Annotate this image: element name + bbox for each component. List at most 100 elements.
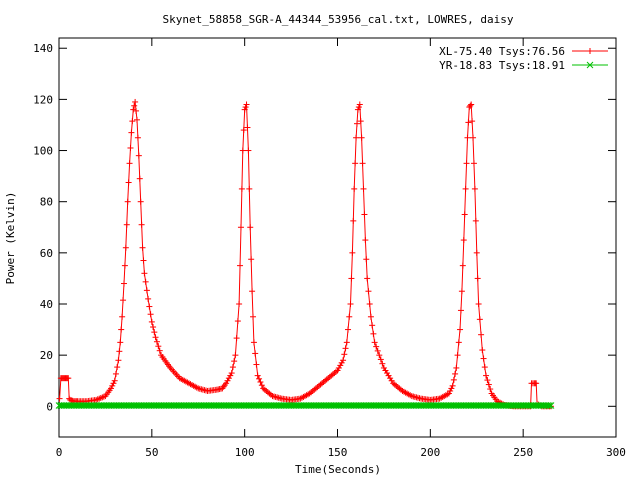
data-point	[137, 198, 144, 205]
data-point	[452, 370, 459, 377]
x-tick-label: 300	[606, 446, 626, 459]
data-point	[140, 257, 147, 264]
data-point	[237, 262, 244, 269]
x-tick-label: 250	[513, 446, 533, 459]
data-point	[461, 211, 468, 218]
data-point	[254, 372, 261, 379]
data-point	[156, 347, 163, 354]
data-point	[155, 343, 162, 350]
data-point	[133, 116, 140, 123]
data-point	[471, 185, 478, 192]
data-point	[356, 101, 363, 108]
y-tick-label: 80	[40, 196, 53, 209]
data-point	[228, 370, 235, 377]
data-point	[457, 326, 464, 333]
data-point	[245, 147, 252, 154]
data-point	[354, 106, 361, 113]
data-point	[455, 339, 462, 346]
legend-marker	[587, 48, 593, 54]
data-point	[365, 288, 372, 295]
x-tick-label: 0	[56, 446, 63, 459]
data-point	[65, 375, 72, 382]
data-point	[138, 221, 145, 228]
data-point	[448, 385, 455, 392]
data-point	[233, 335, 240, 342]
data-point	[479, 347, 486, 354]
data-point	[224, 377, 231, 384]
data-point	[258, 382, 265, 389]
data-point	[133, 107, 140, 114]
data-point	[110, 380, 117, 387]
data-point	[247, 224, 254, 231]
data-point	[533, 380, 540, 387]
data-point	[367, 313, 374, 320]
data-point	[467, 102, 474, 109]
data-point	[131, 102, 138, 109]
data-point	[487, 386, 494, 393]
data-point	[114, 364, 121, 371]
data-point	[376, 352, 383, 359]
legend-label: YR-18.83 Tsys:18.91	[439, 59, 565, 72]
data-point	[547, 402, 555, 409]
data-point	[126, 160, 133, 167]
x-axis: 0 50 100 150 200 250 300	[56, 38, 626, 459]
data-point	[337, 362, 344, 369]
data-point	[343, 339, 350, 346]
data-point	[349, 249, 356, 256]
data-point	[250, 313, 257, 320]
data-point	[475, 301, 482, 307]
data-point	[116, 348, 123, 355]
data-point	[453, 364, 460, 371]
data-point	[151, 329, 158, 336]
data-point	[459, 262, 466, 269]
data-point	[463, 160, 470, 167]
x-tick-label: 200	[420, 446, 440, 459]
data-point	[348, 275, 355, 282]
data-point	[449, 382, 456, 389]
data-point	[345, 326, 352, 333]
data-point	[379, 360, 386, 367]
data-point	[135, 152, 142, 159]
data-point	[470, 160, 477, 167]
data-point	[241, 106, 248, 113]
series-0	[56, 98, 555, 410]
data-point	[468, 101, 475, 108]
data-point	[118, 326, 125, 333]
x-tick-label: 100	[235, 446, 255, 459]
data-point	[357, 118, 364, 125]
data-point	[119, 313, 126, 320]
data-point	[148, 318, 155, 325]
legend-marker	[586, 61, 594, 69]
data-point	[469, 118, 476, 125]
data-point	[132, 98, 139, 105]
data-point	[447, 387, 454, 394]
data-point	[476, 316, 483, 323]
data-point	[130, 106, 137, 113]
data-point	[134, 134, 141, 141]
data-point	[472, 217, 479, 224]
data-point	[112, 370, 119, 377]
data-point	[350, 217, 357, 224]
data-point	[361, 211, 368, 218]
data-point	[370, 330, 377, 337]
data-point	[243, 101, 250, 108]
data-point	[143, 287, 150, 294]
data-point	[359, 160, 366, 167]
data-point	[117, 339, 124, 346]
data-point	[141, 270, 148, 277]
data-point	[244, 124, 251, 131]
x-axis-label: Time(Seconds)	[295, 463, 381, 476]
data-point	[56, 395, 63, 402]
data-point	[545, 402, 553, 409]
data-point	[335, 364, 342, 371]
data-point	[252, 350, 259, 357]
data-point	[146, 303, 153, 310]
data-point	[253, 361, 260, 368]
data-point	[457, 307, 464, 314]
y-tick-label: 140	[33, 42, 53, 55]
data-point	[153, 338, 160, 345]
data-point	[147, 311, 154, 318]
data-point	[363, 256, 370, 263]
y-tick-label: 120	[33, 93, 53, 106]
